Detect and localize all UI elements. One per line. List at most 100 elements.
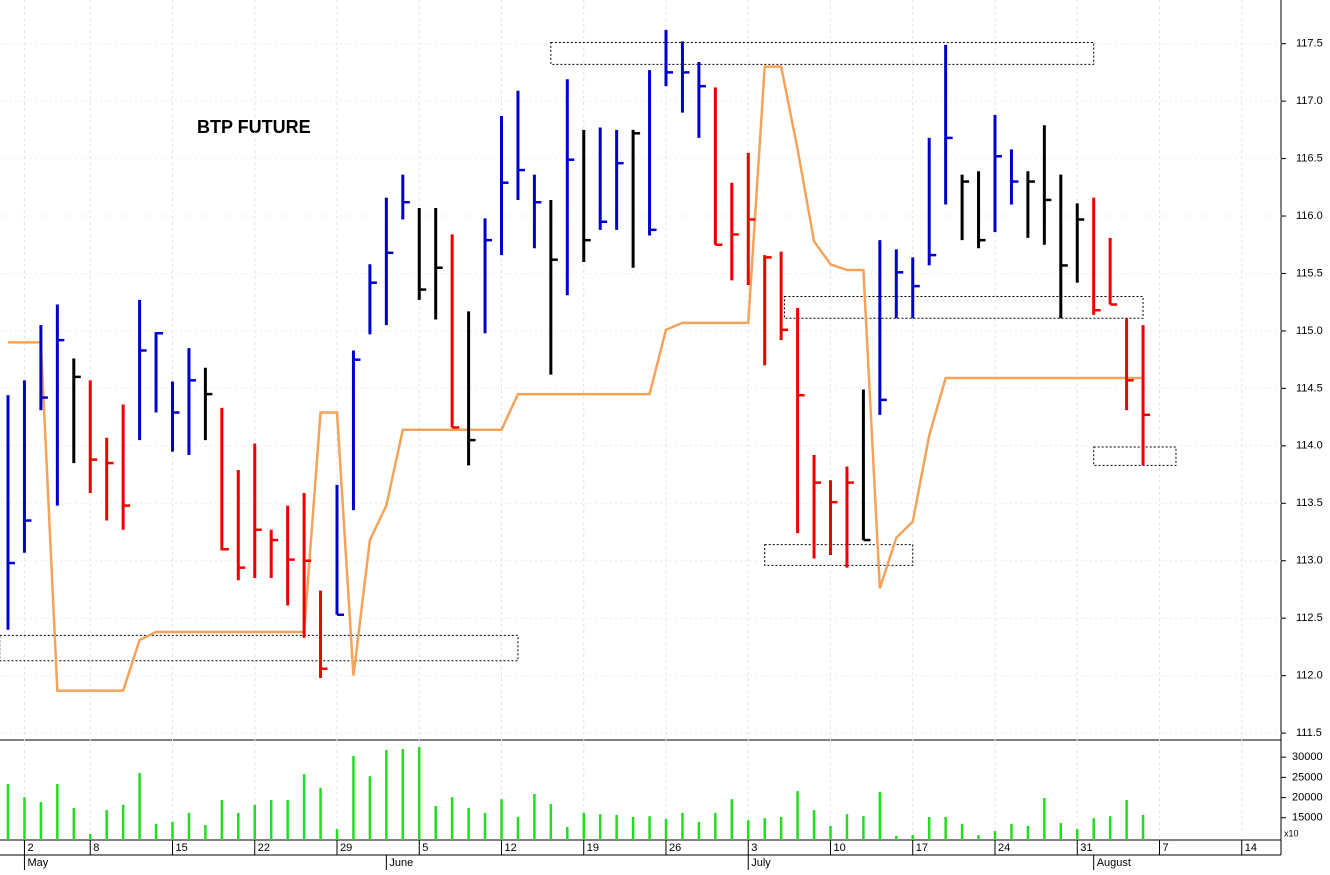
volume-bar xyxy=(154,823,158,840)
month-label: July xyxy=(751,857,771,869)
y-tick-label: 113.0 xyxy=(1296,555,1323,567)
volume-bar xyxy=(779,816,783,840)
chart-title: BTP FUTURE xyxy=(197,117,311,137)
volume-bar xyxy=(385,749,388,840)
volume-bar xyxy=(697,821,701,840)
y-tick-label: 117.5 xyxy=(1296,38,1323,50)
volume-bar xyxy=(269,799,273,840)
y-tick-label: 117.0 xyxy=(1296,95,1323,107)
volume-bar xyxy=(533,793,536,840)
month-label: June xyxy=(389,857,413,869)
volume-bar xyxy=(927,816,931,840)
x-tick-label: 19 xyxy=(587,842,599,854)
x-tick-label: 8 xyxy=(93,842,99,854)
volume-bar xyxy=(566,827,569,840)
volume-tick-label: 25000 xyxy=(1292,771,1323,783)
volume-bar xyxy=(763,818,766,840)
volume-bar xyxy=(895,835,898,840)
volume-bar xyxy=(352,755,355,840)
volume-bar xyxy=(747,820,750,840)
volume-bar xyxy=(862,816,865,840)
zone xyxy=(1093,446,1177,466)
volume-bar xyxy=(516,816,520,840)
x-tick-label: 31 xyxy=(1080,842,1092,854)
x-tick-label: 29 xyxy=(340,842,352,854)
volume-bar xyxy=(1076,829,1079,840)
volume-bar xyxy=(23,797,26,840)
volume-bar xyxy=(1092,818,1095,840)
volume-bar xyxy=(6,783,10,840)
volume-bar xyxy=(39,802,43,840)
volume-bar xyxy=(121,804,125,840)
x-tick-label: 12 xyxy=(505,842,517,854)
volume-bar xyxy=(582,812,585,840)
volume-bar xyxy=(1010,823,1013,840)
volume-bar xyxy=(714,812,717,840)
volume-bar xyxy=(434,806,437,840)
x-tick-label: 3 xyxy=(751,842,757,854)
volume-bar xyxy=(450,797,454,840)
volume-bar xyxy=(237,812,240,840)
volume-bar xyxy=(89,833,92,840)
volume-bar xyxy=(368,776,372,840)
volume-bar xyxy=(796,791,799,840)
volume-bar xyxy=(1059,823,1063,840)
zone xyxy=(783,295,1144,319)
volume-bar xyxy=(319,787,322,840)
volume-bar xyxy=(631,816,635,840)
volume-bar xyxy=(56,783,59,840)
y-tick-label: 114.0 xyxy=(1296,440,1323,452)
volume-bar xyxy=(648,816,651,840)
volume-bar xyxy=(812,810,816,840)
volume-bar xyxy=(1043,797,1046,840)
volume-scale-label: x10 xyxy=(1284,828,1299,838)
volume-bar xyxy=(1141,814,1145,840)
volume-bar xyxy=(993,831,997,840)
volume-bar xyxy=(467,808,470,840)
volume-bar xyxy=(500,799,503,840)
zone xyxy=(550,42,1095,65)
volume-bar xyxy=(286,799,289,840)
volume-bar xyxy=(220,799,224,840)
volume-bar xyxy=(187,812,191,840)
volume-bar xyxy=(1026,825,1030,840)
month-label: August xyxy=(1097,857,1131,869)
volume-bar xyxy=(302,774,306,840)
y-tick-label: 116.5 xyxy=(1296,152,1323,164)
volume-bar xyxy=(911,835,914,840)
y-tick-label: 115.5 xyxy=(1296,267,1323,279)
volume-bar xyxy=(401,749,405,840)
x-tick-label: 24 xyxy=(998,842,1010,854)
volume-bar xyxy=(549,804,553,840)
volume-tick-label: 20000 xyxy=(1292,791,1323,803)
volume-bar xyxy=(829,825,832,840)
y-tick-label: 113.5 xyxy=(1296,497,1323,509)
y-tick-label: 112.5 xyxy=(1296,612,1323,624)
volume-bar xyxy=(253,804,256,840)
x-tick-label: 17 xyxy=(916,842,928,854)
x-tick-label: 10 xyxy=(834,842,846,854)
x-tick-label: 22 xyxy=(258,842,270,854)
x-tick-label: 7 xyxy=(1163,842,1169,854)
volume-bar xyxy=(664,818,668,840)
x-tick-label: 14 xyxy=(1245,842,1257,854)
volume-bar xyxy=(483,812,487,840)
volume-bar xyxy=(204,825,207,840)
volume-bar xyxy=(615,814,618,840)
x-tick-label: 5 xyxy=(422,842,428,854)
volume-bar xyxy=(171,821,174,840)
x-tick-label: 15 xyxy=(176,842,188,854)
y-tick-label: 115.0 xyxy=(1296,325,1323,337)
volume-bar xyxy=(944,816,947,840)
volume-bar xyxy=(960,823,964,840)
volume-tick-label: 30000 xyxy=(1292,751,1323,763)
volume-bar xyxy=(878,791,882,840)
y-tick-label: 111.5 xyxy=(1296,727,1322,739)
x-tick-label: 26 xyxy=(669,842,681,854)
month-label: May xyxy=(27,857,48,869)
volume-bar xyxy=(418,747,421,840)
volume-bar xyxy=(105,810,108,840)
volume-bar xyxy=(138,772,141,840)
